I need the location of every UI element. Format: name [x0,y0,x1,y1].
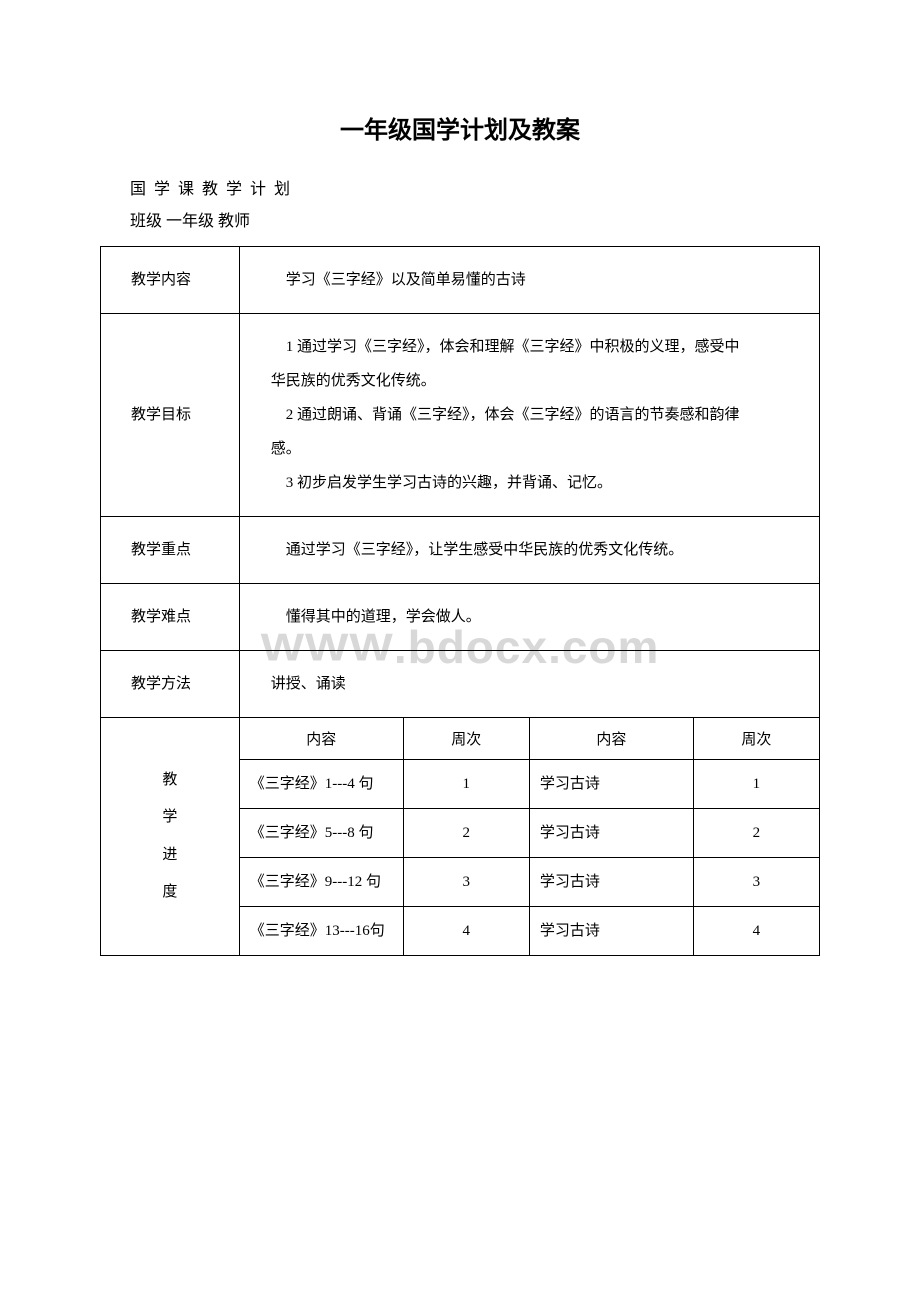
schedule-left-content: 《三字经》1---4 句 [239,760,403,809]
schedule-left-content: 《三字经》13---16句 [239,907,403,956]
table-row: 教学难点 懂得其中的道理，学会做人。 [101,584,820,651]
schedule-left-week: 2 [403,809,529,858]
table-row: 教学目标 1 通过学习《三字经》，体会和理解《三字经》中积极的义理，感受中 华民… [101,314,820,517]
table-row: 教学重点 通过学习《三字经》，让学生感受中华民族的优秀文化传统。 [101,517,820,584]
schedule-label: 教 学 进 度 [101,718,240,956]
content-value: 学习《三字经》以及简单易懂的古诗 [239,247,819,314]
table-row: 教学内容 学习《三字经》以及简单易懂的古诗 [101,247,820,314]
content-label: 教学内容 [101,247,240,314]
schedule-right-content: 学习古诗 [529,907,693,956]
difficulty-value: 懂得其中的道理，学会做人。 [239,584,819,651]
schedule-left-content: 《三字经》9---12 句 [239,858,403,907]
difficulty-label: 教学难点 [101,584,240,651]
focus-label: 教学重点 [101,517,240,584]
table-row: 教 学 进 度 内容 周次 内容 周次 [101,718,820,760]
schedule-left-content: 《三字经》5---8 句 [239,809,403,858]
schedule-left-week: 1 [403,760,529,809]
schedule-right-week: 4 [693,907,819,956]
goal-label: 教学目标 [101,314,240,517]
schedule-right-content: 学习古诗 [529,858,693,907]
teaching-plan-table: 教学内容 学习《三字经》以及简单易懂的古诗 教学目标 1 通过学习《三字经》，体… [100,246,820,956]
document-content: 一年级国学计划及教案 国 学 课 教 学 计 划 班级 一年级 教师 教学内容 … [100,110,820,956]
schedule-right-week: 1 [693,760,819,809]
schedule-header-week-left: 周次 [403,718,529,760]
focus-value: 通过学习《三字经》，让学生感受中华民族的优秀文化传统。 [239,517,819,584]
page-title: 一年级国学计划及教案 [100,110,820,145]
schedule-left-week: 3 [403,858,529,907]
method-label: 教学方法 [101,651,240,718]
schedule-header-content-right: 内容 [529,718,693,760]
schedule-right-content: 学习古诗 [529,760,693,809]
table-row: 教学方法 讲授、诵读 [101,651,820,718]
schedule-left-week: 4 [403,907,529,956]
schedule-right-week: 2 [693,809,819,858]
method-value: 讲授、诵读 [239,651,819,718]
subtitle-text: 国 学 课 教 学 计 划 [100,175,820,199]
schedule-right-week: 3 [693,858,819,907]
goal-value: 1 通过学习《三字经》，体会和理解《三字经》中积极的义理，感受中 华民族的优秀文… [239,314,819,517]
schedule-header-content-left: 内容 [239,718,403,760]
class-info-text: 班级 一年级 教师 [100,207,820,231]
schedule-header-week-right: 周次 [693,718,819,760]
schedule-right-content: 学习古诗 [529,809,693,858]
